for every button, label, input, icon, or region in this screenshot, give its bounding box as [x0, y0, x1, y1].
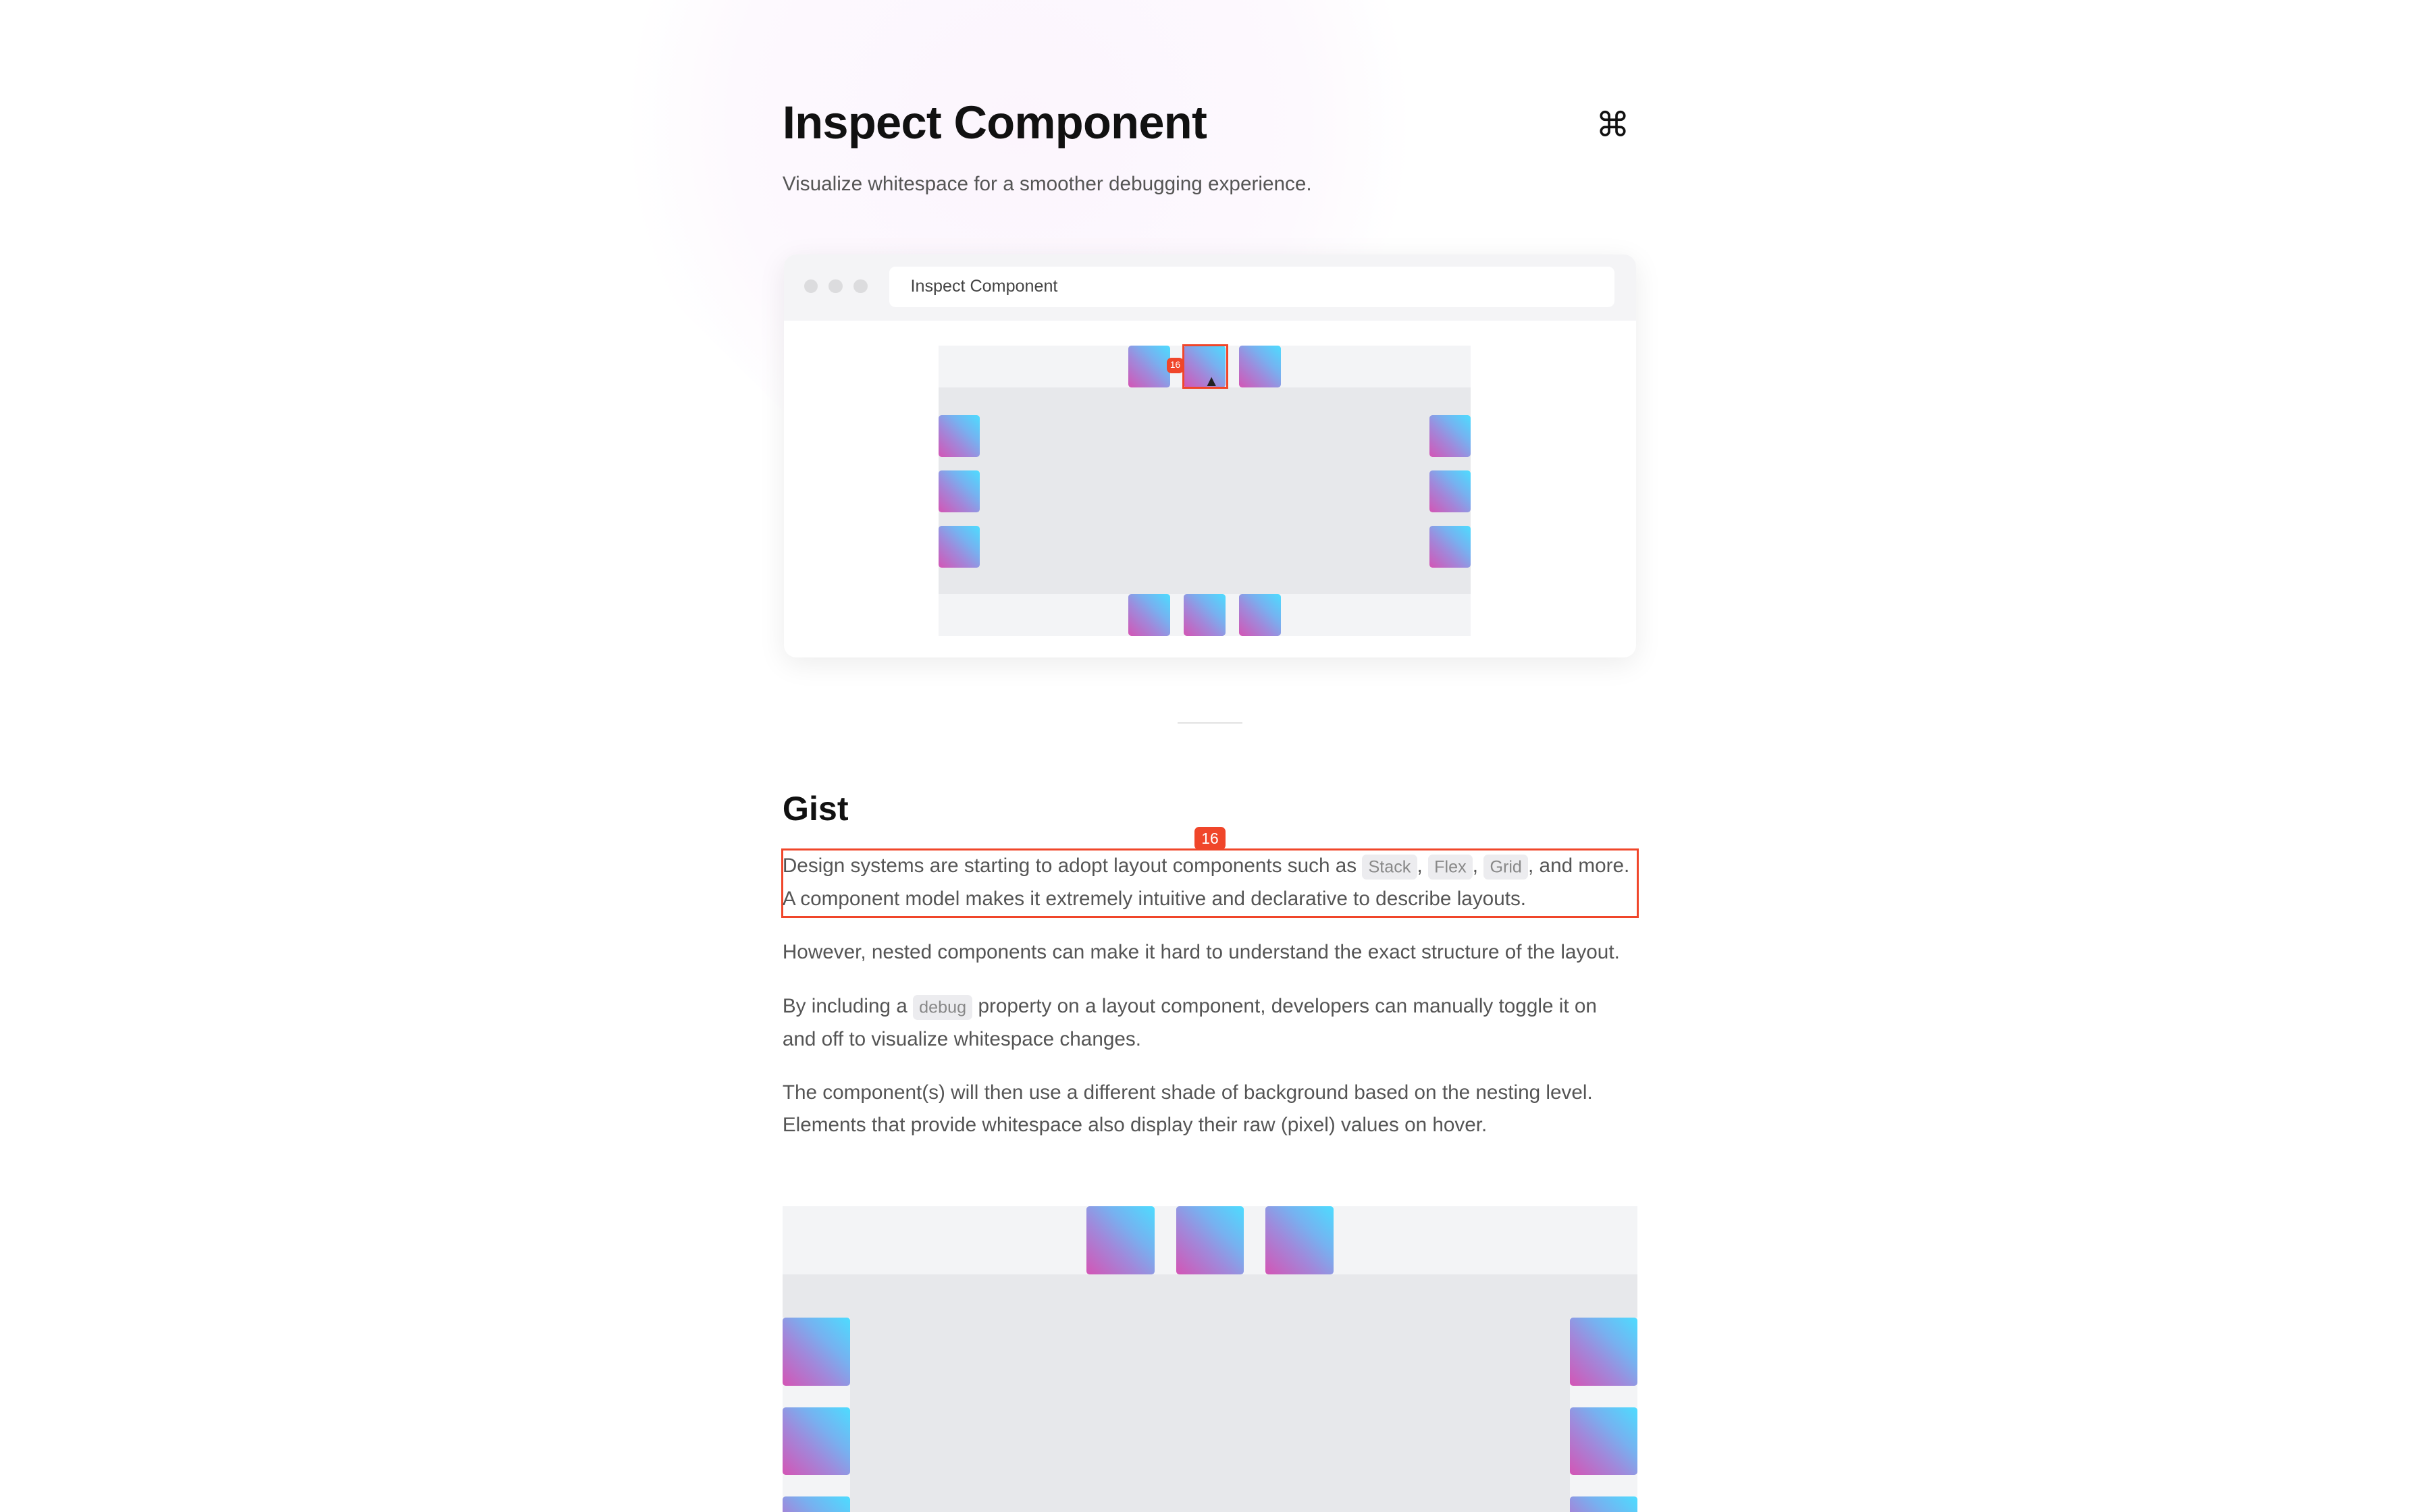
command-icon[interactable]: ⌘: [1596, 105, 1630, 145]
inner-layout: [782, 1274, 1638, 1512]
large-layout-demo: [782, 1206, 1638, 1512]
paragraph: By including a debug property on a layou…: [783, 990, 1616, 1056]
text: By including a: [782, 995, 914, 1018]
text: Design systems are starting to adopt lay…: [782, 855, 1363, 878]
demo-box[interactable]: [1429, 526, 1471, 568]
paragraph: Design systems are starting to adopt lay…: [782, 854, 1630, 911]
demo-box[interactable]: [1128, 345, 1170, 387]
hover-highlight: [781, 848, 1639, 918]
code-flex: Flex: [1428, 854, 1473, 880]
text: , and more. A component model makes it e…: [782, 855, 1630, 911]
demo-box[interactable]: [782, 1496, 851, 1512]
window-dot: [853, 279, 868, 294]
code-grid: Grid: [1483, 854, 1529, 880]
page-subtitle: Visualize whitespace for a smoother debu…: [782, 172, 1312, 195]
demo-box[interactable]: [1239, 345, 1282, 387]
paragraph: The component(s) will then use a differe…: [782, 1081, 1593, 1137]
page-title: Inspect Component: [782, 96, 1207, 148]
section-divider: [1177, 722, 1242, 724]
address-bar: Inspect Component: [889, 267, 1614, 307]
demo-box[interactable]: [1265, 1206, 1334, 1274]
demo-box[interactable]: [938, 414, 980, 457]
cursor-icon: ▲: [1203, 371, 1219, 389]
text: property on a layout component, develope…: [782, 995, 1597, 1051]
demo-box[interactable]: [1239, 593, 1282, 636]
spacing-badge: 16: [1166, 358, 1184, 374]
demo-box[interactable]: [782, 1317, 851, 1386]
window-dot: [804, 279, 818, 294]
demo-box[interactable]: [1184, 593, 1226, 636]
demo-box[interactable]: [1569, 1317, 1638, 1386]
code-debug: debug: [913, 994, 973, 1020]
outer-layout-demo: 16 ▲: [938, 344, 1471, 636]
demo-box[interactable]: [1176, 1206, 1244, 1274]
preview-window: Inspect Component 16 ▲: [784, 254, 1636, 657]
demo-box[interactable]: [782, 1407, 851, 1476]
demo-box[interactable]: [938, 470, 980, 512]
window-dot: [828, 279, 843, 294]
demo-box[interactable]: [1429, 470, 1471, 512]
demo-box[interactable]: [938, 526, 980, 568]
demo-box[interactable]: [1086, 1206, 1155, 1274]
spacing-badge: 16: [1194, 827, 1226, 850]
inner-layout: [938, 387, 1471, 594]
demo-box-hovered[interactable]: [1184, 345, 1226, 387]
demo-box[interactable]: [1128, 593, 1170, 636]
section-title: Gist: [782, 788, 849, 828]
window-titlebar: Inspect Component: [784, 254, 1636, 321]
code-stack: Stack: [1362, 854, 1417, 880]
demo-box[interactable]: [1429, 414, 1471, 457]
demo-box[interactable]: [1569, 1496, 1638, 1512]
paragraph: However, nested components can make it h…: [782, 941, 1620, 964]
demo-box[interactable]: [1569, 1407, 1638, 1476]
